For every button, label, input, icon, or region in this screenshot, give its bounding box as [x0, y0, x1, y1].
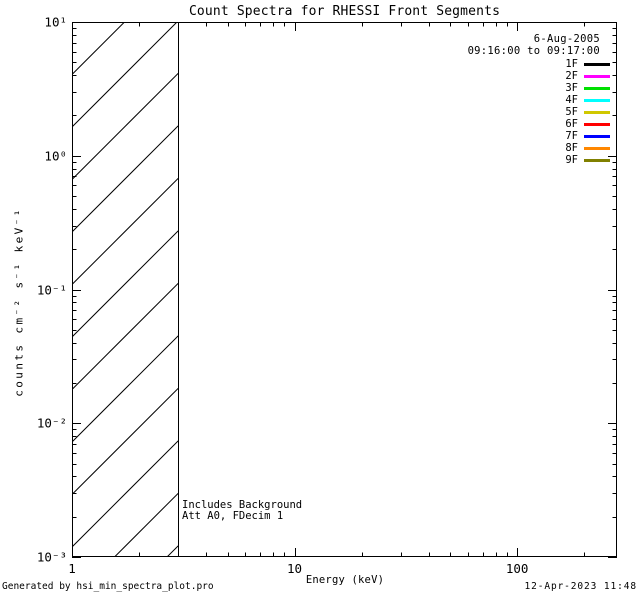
hatch-line — [72, 282, 179, 390]
legend-label: 2F — [565, 70, 578, 82]
hatch-line — [72, 335, 179, 443]
legend-label: 8F — [565, 142, 578, 154]
legend-entries: 1F 2F 3F 4F 5F 6F 7F 8F 9F — [565, 58, 610, 166]
hatch-line — [72, 22, 126, 75]
legend-date: 6-Aug-2005 — [533, 33, 600, 45]
legend-row-3f: 3F — [565, 82, 610, 94]
hatch-line — [72, 440, 179, 548]
legend-time-range: 09:16:00 to 09:17:00 — [467, 45, 600, 57]
legend-color-swatch — [584, 98, 610, 102]
legend-label: 6F — [565, 118, 578, 130]
legend-row-4f: 4F — [565, 94, 610, 106]
hatch-line — [72, 22, 178, 128]
footer-timestamp: 12-Apr-2023 11:48 — [524, 581, 637, 592]
legend-color-swatch — [584, 134, 610, 138]
hatch-line — [72, 125, 179, 233]
legend-color-swatch — [584, 158, 610, 162]
x-tick-label: 100 — [505, 561, 529, 576]
annotation-includes-background: Includes Background — [182, 499, 303, 511]
annotation-attenuator-state: Att A0, FDecim 1 — [182, 510, 284, 522]
y-tick-label: 10¹ — [44, 14, 67, 30]
legend-row-7f: 7F — [565, 130, 610, 142]
hatch-line — [72, 387, 179, 495]
x-tick-label: 1 — [68, 561, 76, 576]
y-axis-label: counts cm⁻² s⁻¹ keV⁻¹ — [12, 207, 26, 397]
legend-color-swatch — [584, 86, 610, 90]
hatch-line — [72, 72, 179, 180]
legend-label: 5F — [565, 106, 578, 118]
chart-title: Count Spectra for RHESSI Front Segments — [188, 4, 501, 19]
hatch-line — [72, 230, 179, 338]
legend-color-swatch — [584, 110, 610, 114]
legend-color-swatch — [584, 62, 610, 66]
legend-row-5f: 5F — [565, 106, 610, 118]
legend-color-swatch — [584, 122, 610, 126]
legend-color-swatch — [584, 146, 610, 150]
legend-label: 4F — [565, 94, 578, 106]
legend-row-6f: 6F — [565, 118, 610, 130]
legend-label: 3F — [565, 82, 578, 94]
x-axis-label: Energy (keV) — [305, 574, 385, 586]
legend-label: 1F — [565, 58, 578, 70]
legend-row-1f: 1F — [565, 58, 610, 70]
y-tick-label: 10⁻² — [36, 415, 67, 431]
y-tick-label: 10⁻³ — [36, 549, 67, 565]
legend-row-9f: 9F — [565, 154, 610, 166]
legend-color-swatch — [584, 74, 610, 78]
legend-label: 9F — [565, 154, 578, 166]
legend-row-8f: 8F — [565, 142, 610, 154]
y-tick-label: 10⁻¹ — [36, 282, 67, 297]
footer-generated-by: Generated by hsi_min_spectra_plot.pro — [2, 581, 214, 592]
x-tick-label: 10 — [287, 561, 303, 576]
y-tick-label: 10⁰ — [44, 148, 67, 164]
hatch-line — [72, 177, 179, 285]
hatch-line — [113, 492, 179, 557]
axis-ticks — [72, 22, 617, 558]
plot-frame — [72, 22, 617, 557]
hatched-region — [72, 22, 179, 557]
legend-label: 7F — [565, 130, 578, 142]
legend-row-2f: 2F — [565, 70, 610, 82]
